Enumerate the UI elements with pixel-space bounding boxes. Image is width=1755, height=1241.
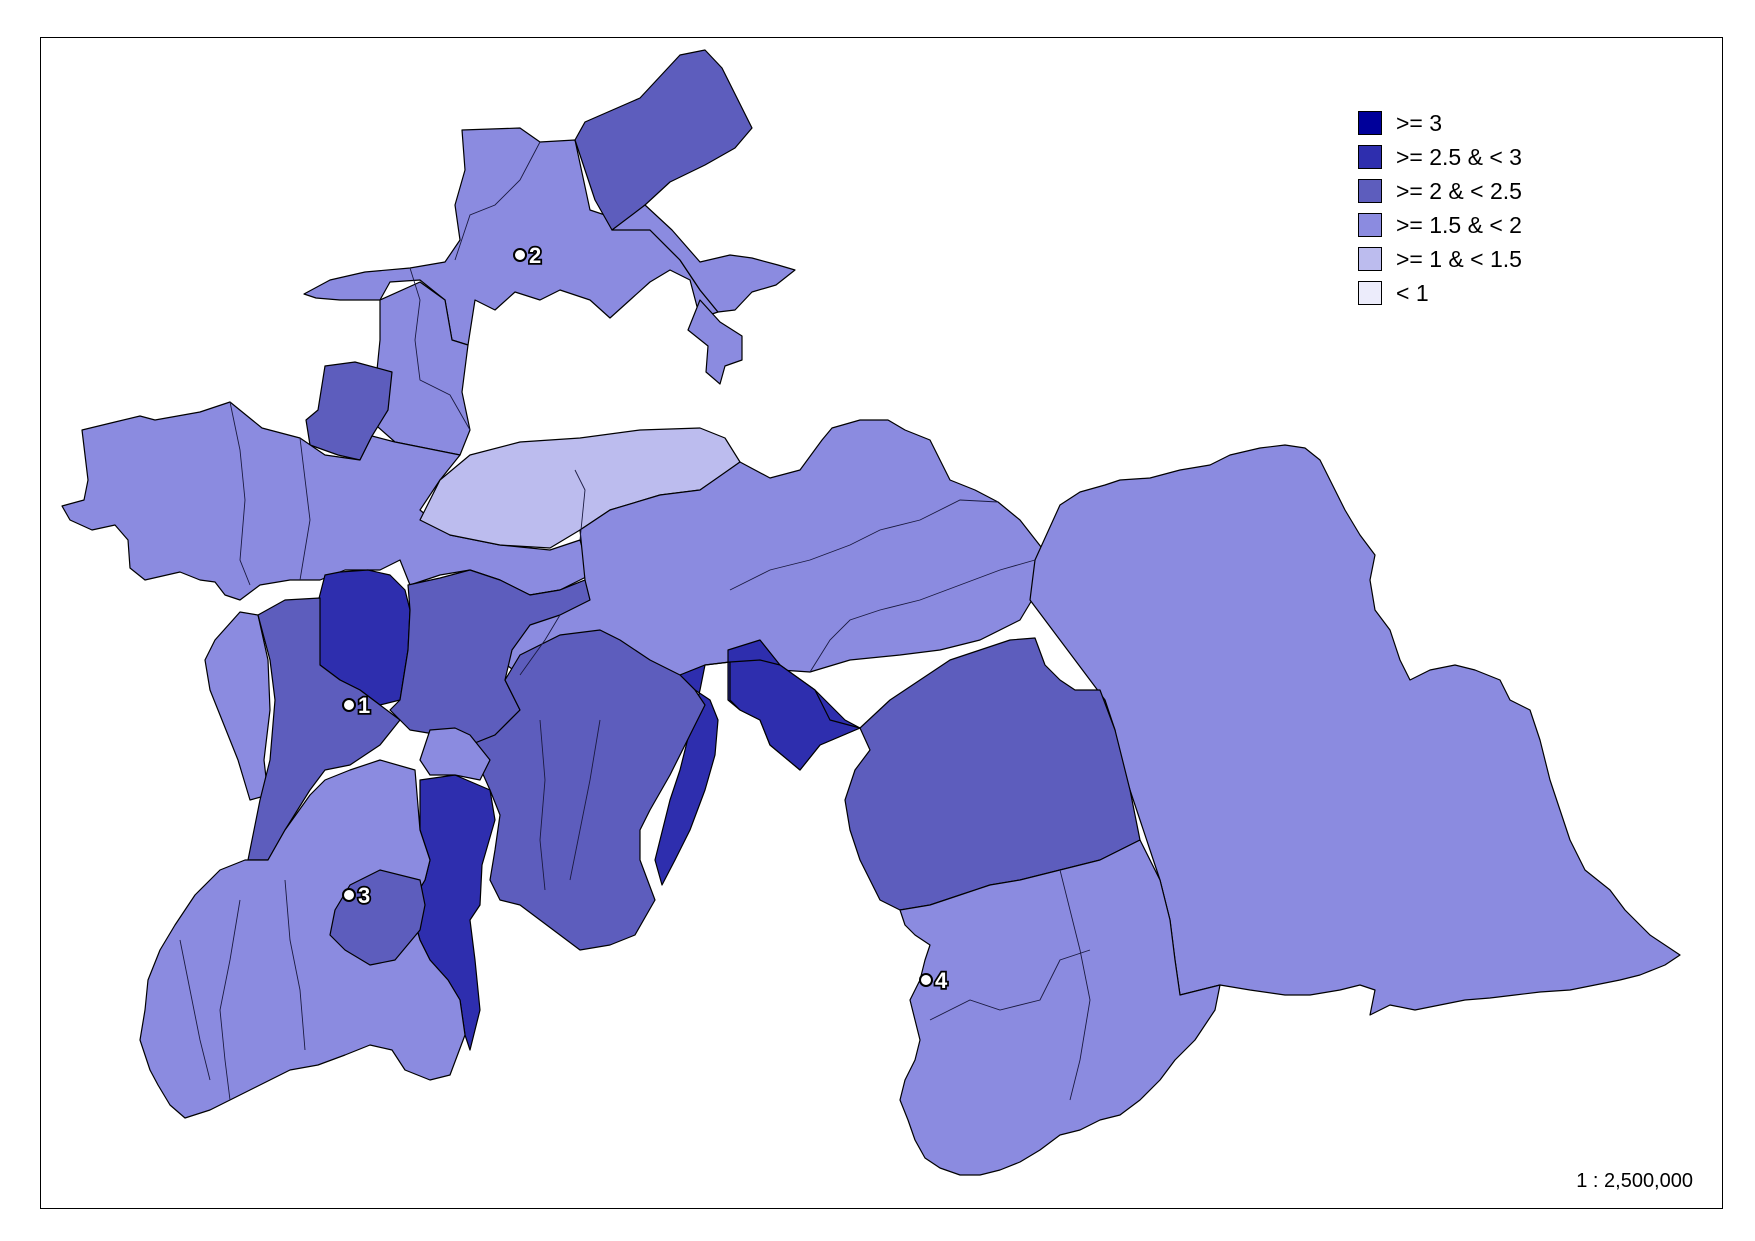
city-marker-3[interactable] <box>342 888 356 902</box>
legend-item: >= 1 & < 1.5 <box>1358 242 1522 276</box>
legend-swatch <box>1358 179 1382 203</box>
region-west-strip[interactable] <box>204 611 271 801</box>
region-north-spur[interactable] <box>611 204 796 313</box>
city-marker-1[interactable] <box>342 698 356 712</box>
legend-swatch <box>1358 111 1382 135</box>
city-label-2: 2 <box>529 243 541 268</box>
region-north-east[interactable] <box>574 49 753 231</box>
region-light-patch[interactable] <box>419 727 491 781</box>
legend-swatch <box>1358 281 1382 305</box>
region-south-central-dark[interactable] <box>654 659 861 886</box>
city-marker-4[interactable] <box>919 973 933 987</box>
legend-label: >= 3 <box>1396 109 1443 136</box>
legend: >= 3 >= 2.5 & < 3 >= 2 & < 2.5 >= 1.5 & … <box>1358 106 1522 310</box>
legend-swatch <box>1358 247 1382 271</box>
region-central-dark-big[interactable] <box>389 569 591 746</box>
city-label-1: 1 <box>358 693 370 718</box>
legend-item: >= 1.5 & < 2 <box>1358 208 1522 242</box>
scale-label: 1 : 2,500,000 <box>1576 1170 1693 1192</box>
legend-label: >= 2.5 & < 3 <box>1396 143 1522 170</box>
legend-item: >= 2 & < 2.5 <box>1358 174 1522 208</box>
region-south-west[interactable] <box>139 759 466 1119</box>
region-west-strips[interactable] <box>247 597 401 861</box>
city-marker-2[interactable] <box>513 248 527 262</box>
region-center-south[interactable] <box>469 629 706 951</box>
legend-label: >= 1 & < 1.5 <box>1396 245 1522 272</box>
legend-swatch <box>1358 213 1382 237</box>
region-south-east[interactable] <box>899 839 1221 1176</box>
region-north-lake[interactable] <box>687 299 743 385</box>
city-label-4: 4 <box>935 968 948 993</box>
legend-item: < 1 <box>1358 276 1522 310</box>
legend-label: < 1 <box>1396 279 1429 306</box>
legend-label: >= 1.5 & < 2 <box>1396 211 1522 238</box>
city-label-3: 3 <box>358 883 370 908</box>
legend-item: >= 3 <box>1358 106 1522 140</box>
legend-swatch <box>1358 145 1382 169</box>
legend-label: >= 2 & < 2.5 <box>1396 177 1522 204</box>
legend-item: >= 2.5 & < 3 <box>1358 140 1522 174</box>
